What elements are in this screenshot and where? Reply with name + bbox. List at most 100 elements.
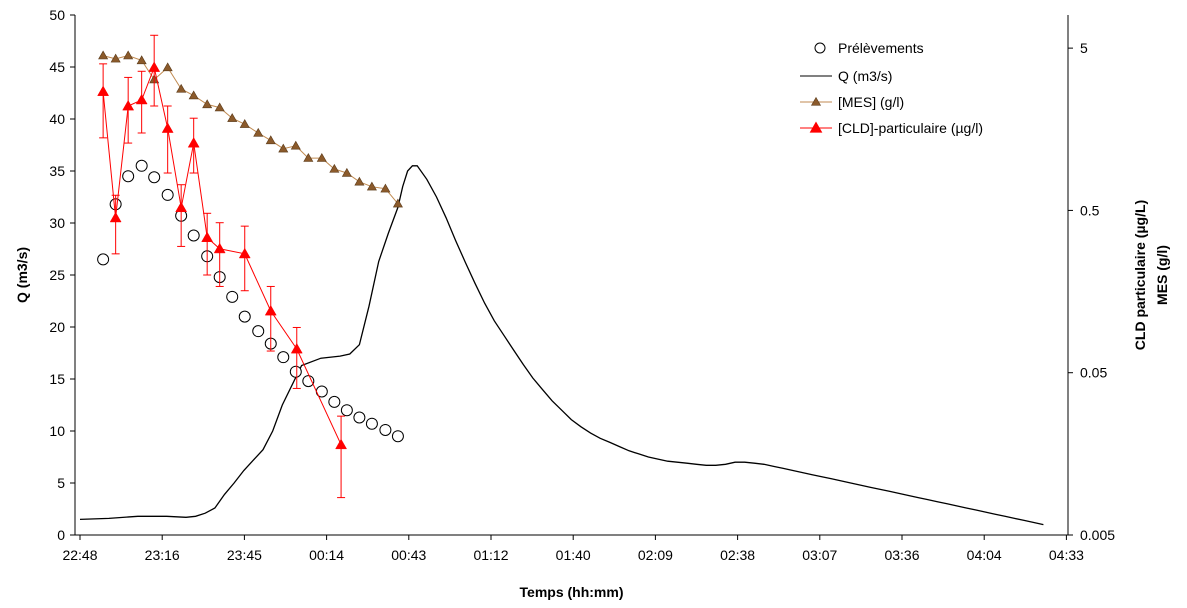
x-axis-ticks: 22:48 23:16 23:45 00:14 00:43 01:12 01:40 02:09… <box>62 535 1084 563</box>
y-tick-label: 30 <box>49 215 65 231</box>
mes-point <box>123 50 134 60</box>
legend-item-samples: Prélèvements <box>814 40 924 56</box>
sample-point <box>353 411 366 424</box>
sample-point <box>135 159 148 172</box>
x-tick-label: 23:16 <box>145 547 180 563</box>
sample-point <box>365 417 378 430</box>
mes-point <box>227 113 238 122</box>
x-tick-label: 23:45 <box>227 547 262 563</box>
cld-point <box>109 211 122 223</box>
series-line-mes <box>102 55 399 205</box>
mes-point <box>354 176 365 186</box>
sample-point <box>238 310 251 323</box>
y2-axis-title-line1: CLD particulaire (µg/L) <box>1132 200 1148 350</box>
cld-point <box>175 201 188 213</box>
mes-point <box>110 53 121 63</box>
sample-point <box>391 430 404 443</box>
cld-point <box>135 93 148 105</box>
legend-marker-mes <box>810 96 822 106</box>
mes-point <box>278 143 289 153</box>
legend-item-q: Q (m3/s) <box>800 68 892 84</box>
x-tick-label: 03:36 <box>884 547 919 563</box>
x-tick-label: 00:14 <box>309 547 344 563</box>
y-tick-label: 25 <box>49 267 65 283</box>
sample-point <box>340 404 353 417</box>
cld-point <box>264 305 277 316</box>
legend-marker-cld <box>809 121 823 133</box>
y-tick-label: 5 <box>57 475 65 491</box>
legend-label-cld: [CLD]-particulaire (µg/l) <box>838 120 983 136</box>
mes-point <box>162 62 173 72</box>
y-tick-label: 10 <box>49 423 65 439</box>
mes-point <box>392 198 403 208</box>
sample-point <box>226 290 239 303</box>
cld-point <box>187 137 200 148</box>
y-tick-label: 20 <box>49 319 65 335</box>
y2-tick-label: 0.005 <box>1080 527 1115 543</box>
cld-point <box>201 231 214 242</box>
y-tick-label: 35 <box>49 163 65 179</box>
sample-point <box>302 375 315 388</box>
sample-point <box>187 229 200 242</box>
legend-item-cld: [CLD]-particulaire (µg/l) <box>800 120 983 136</box>
mes-point <box>214 102 225 112</box>
series-layer <box>79 34 1044 526</box>
cld-point <box>122 99 135 111</box>
mes-point <box>380 183 391 193</box>
y2-tick-label: 5 <box>1080 40 1088 56</box>
x-tick-label: 22:48 <box>62 547 97 563</box>
cld-point <box>161 122 174 133</box>
mes-point <box>188 90 199 100</box>
sample-point <box>328 395 341 408</box>
y-tick-label: 0 <box>57 527 65 543</box>
y-axis-title: Q (m3/s) <box>14 247 30 303</box>
y2-axis-ticks: 0.005 0.05 0.5 5 <box>1068 40 1115 543</box>
x-tick-label: 03:07 <box>802 547 837 563</box>
y-tick-label: 15 <box>49 371 65 387</box>
legend-item-mes: [MES] (g/l) <box>800 94 904 110</box>
y-tick-label: 45 <box>49 59 65 75</box>
legend-label-mes: [MES] (g/l) <box>838 94 904 110</box>
mes-point <box>329 163 340 173</box>
sample-point <box>122 170 135 183</box>
mes-point <box>253 127 264 137</box>
series-line-cld <box>102 65 342 445</box>
x-tick-label: 04:04 <box>967 547 1002 563</box>
legend: Prélèvements Q (m3/s) [MES] (g/l) [CLD]-… <box>800 40 983 136</box>
series-line-q <box>79 165 1044 526</box>
x-tick-label: 02:09 <box>638 547 673 563</box>
cld-point <box>213 242 226 254</box>
mes-point <box>136 55 147 65</box>
sample-point <box>252 325 265 338</box>
sample-point <box>148 171 161 184</box>
y2-tick-label: 0.05 <box>1080 365 1107 381</box>
sample-point <box>161 188 174 201</box>
legend-marker-samples <box>814 42 826 54</box>
mes-point <box>202 99 213 109</box>
legend-label-samples: Prélèvements <box>838 40 924 56</box>
cld-point <box>290 342 303 354</box>
cld-point <box>148 61 161 72</box>
x-axis-title: Temps (hh:mm) <box>520 584 624 600</box>
x-tick-label: 01:40 <box>556 547 591 563</box>
cld-point <box>97 85 110 96</box>
x-tick-label: 02:38 <box>720 547 755 563</box>
mes-point <box>341 167 352 177</box>
x-tick-label: 01:12 <box>473 547 508 563</box>
x-tick-label: 00:43 <box>391 547 426 563</box>
mes-point <box>176 83 187 93</box>
x-tick-label: 04:33 <box>1049 547 1084 563</box>
cld-point <box>238 247 251 259</box>
cld-point <box>335 438 348 450</box>
y-axis-ticks: 0 5 10 15 20 25 30 35 40 45 50 <box>49 7 75 543</box>
sample-point <box>97 253 110 266</box>
mes-point <box>265 135 276 145</box>
y-tick-label: 50 <box>49 7 65 23</box>
mes-point <box>239 119 250 128</box>
sample-point <box>289 365 302 378</box>
mes-point <box>316 153 327 162</box>
y2-axis-title-line2: MES (g/l) <box>1154 245 1170 305</box>
mes-point <box>366 181 377 191</box>
mes-point <box>303 153 314 162</box>
